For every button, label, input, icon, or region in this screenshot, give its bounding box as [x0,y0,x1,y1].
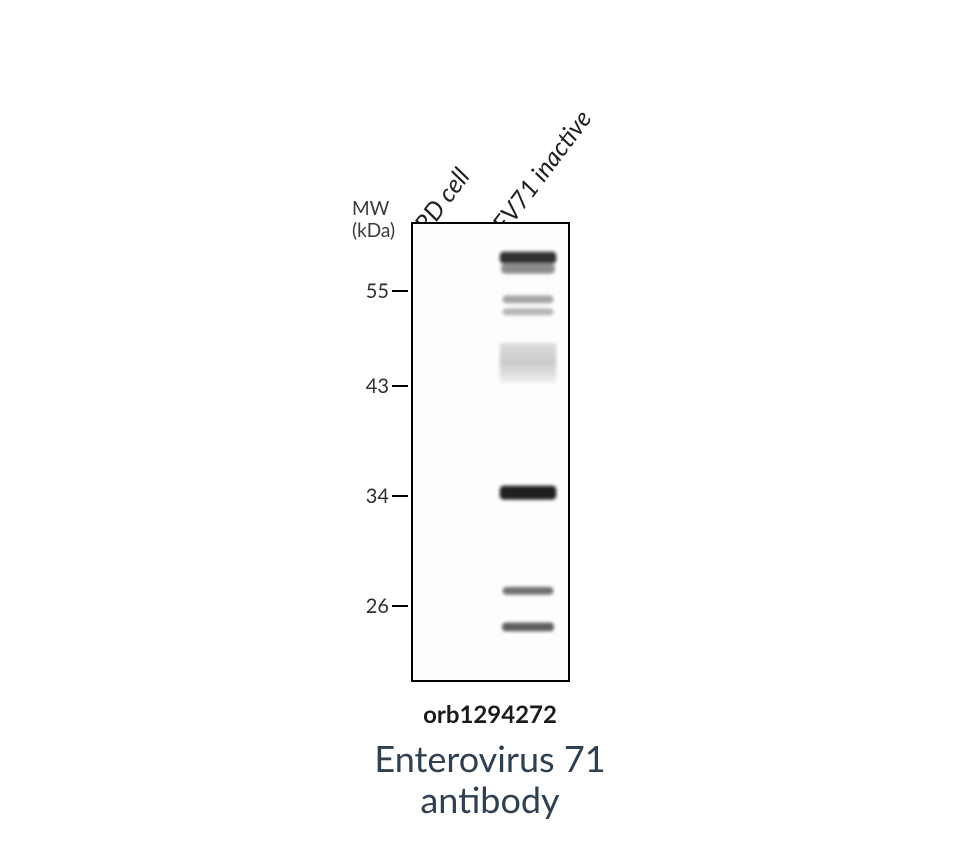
western-blot-bands [413,224,568,680]
catalog-number: orb1294272 [404,700,576,729]
mw-marker-tick-34 [392,495,408,498]
mw-header-line2: (kDa) [352,220,395,242]
antibody-title-line1: Enterovirus 71 [304,738,676,779]
figure-stage: MW (kDa) RD cell EV71 inactive 55 43 34 … [0,0,980,860]
mw-marker-label-55: 55 [349,279,389,303]
mw-marker-tick-43 [392,385,408,388]
lane-label-ev71-inactive: EV71 inactive [486,104,597,238]
antibody-title-line2: antibody [304,779,676,820]
mw-header-line1: MW [352,198,395,220]
mw-marker-tick-26 [392,605,408,608]
antibody-title: Enterovirus 71 antibody [304,738,676,821]
mw-axis-header: MW (kDa) [352,198,395,242]
mw-marker-tick-55 [392,290,408,293]
mw-marker-label-34: 34 [349,484,389,508]
mw-marker-label-43: 43 [349,374,389,398]
mw-marker-label-26: 26 [349,594,389,618]
western-blot-membrane [411,222,570,682]
